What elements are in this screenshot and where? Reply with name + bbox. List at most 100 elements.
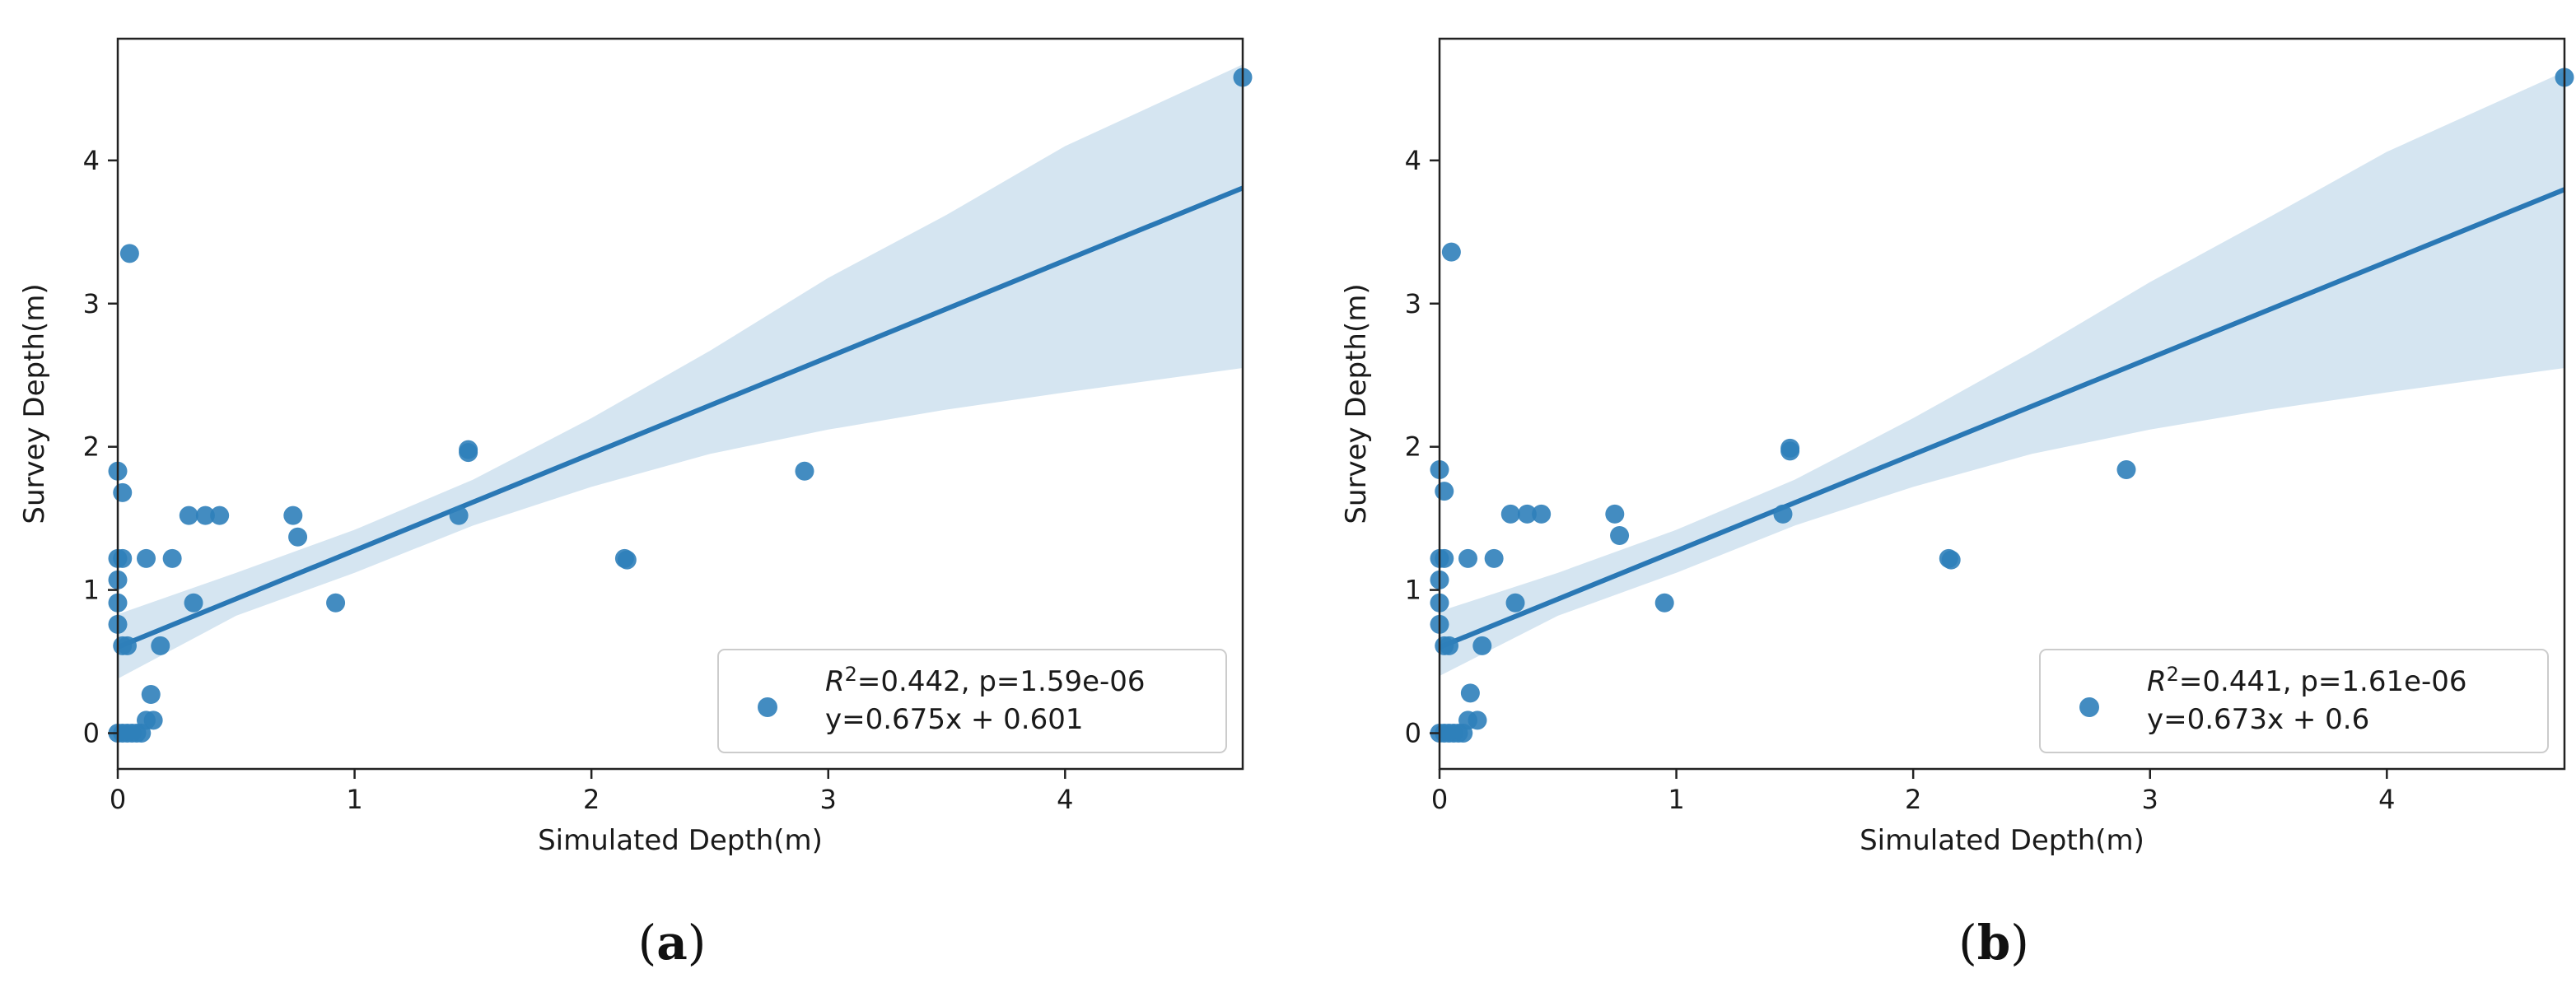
data-point [449,505,469,525]
panel-label-close-paren: ) [688,915,707,971]
legend: R2=0.442, p=1.59e-06 y=0.675x + 0.601 [717,649,1227,753]
data-point [151,636,170,655]
y-axis-label: Survey Depth(m) [18,283,51,524]
x-tick-label: 1 [1668,784,1684,815]
legend-marker [2079,697,2099,717]
data-point [1532,504,1552,524]
y-tick-label: 2 [83,431,100,463]
legend-r2-value: =0.441, p=1.61e-06 [2179,665,2467,698]
data-point [795,461,814,481]
panel-label-close-paren: ) [2010,915,2029,971]
data-point [210,505,230,525]
legend-r2-symbol: R [825,665,845,698]
panel-label-a: (a) [638,915,707,971]
legend-r2-value: =0.442, p=1.59e-06 [857,665,1146,698]
y-tick-label: 2 [1405,431,1421,463]
data-point [143,710,163,730]
x-tick-label: 4 [1057,784,1073,815]
panel-label-b: (b) [1958,915,2029,971]
y-tick-label: 0 [1405,718,1421,749]
y-axis-ticks: 0 1 2 3 4 [83,145,118,749]
plot-frame [116,37,1244,771]
data-point [1458,548,1478,568]
y-tick-label: 0 [83,718,100,749]
x-tick-label: 3 [820,784,837,815]
data-point [1468,710,1487,730]
chart-panel-b: 0 1 2 3 4 0 1 2 3 4 Simulated Depth(m) Survey De… [1340,37,2574,971]
legend-r2-line: R2=0.442, p=1.59e-06 [825,663,1146,698]
x-axis-label: Simulated Depth(m) [538,824,823,857]
data-point [617,550,637,570]
data-point [1773,504,1793,524]
data-point [118,636,138,655]
data-point [137,548,156,568]
data-point [1500,504,1520,524]
data-point [1505,593,1525,613]
y-tick-label: 1 [1405,575,1421,606]
data-point [1435,548,1454,568]
data-point [141,685,161,705]
y-axis-label: Survey Depth(m) [1340,283,1373,524]
y-tick-label: 3 [1405,288,1421,319]
legend-box [2039,649,2549,753]
data-point [195,505,215,525]
panel-label-letter: a [656,915,688,971]
data-point [1460,683,1480,703]
panel-label-open-paren: ( [1958,915,1977,971]
chart-panel-a: 0 1 2 3 4 0 1 2 3 4 Simulated Depth(m) Survey De… [18,37,1253,971]
data-point [283,505,303,525]
data-point [1605,504,1625,524]
x-tick-label: 0 [1431,784,1448,815]
regression-line-group [116,185,1244,650]
data-point [288,527,308,547]
regression-line-group [1438,187,2566,650]
data-point [1472,636,1492,655]
data-point [459,443,478,463]
x-tick-label: 1 [346,784,362,815]
legend-box [717,649,1227,753]
data-point [162,548,182,568]
legend-marker [758,697,777,717]
confidence-band [1440,72,2564,676]
data-point [113,548,133,568]
x-axis-label: Simulated Depth(m) [1860,824,2144,857]
data-point [2116,460,2136,480]
legend: R2=0.441, p=1.61e-06 y=0.673x + 0.6 [2039,649,2549,753]
plot-frame [1438,37,2566,771]
data-point [1941,550,1961,570]
x-axis-ticks: 0 1 2 3 4 [1431,769,2395,815]
legend-equation: y=0.673x + 0.6 [2147,703,2369,736]
legend-r2-line: R2=0.441, p=1.61e-06 [2147,663,2467,698]
data-point [1454,724,1473,743]
confidence-band-area [1440,72,2564,676]
regression-line [116,185,1244,650]
data-point [1435,482,1454,501]
legend-r2-superscript: 2 [845,663,857,686]
legend-r2-superscript: 2 [2167,663,2179,686]
data-point [1610,526,1630,546]
data-point [179,505,198,525]
data-point [1517,504,1537,524]
legend-r2-symbol: R [2147,665,2167,698]
y-axis-ticks: 0 1 2 3 4 [1405,145,1440,749]
data-point [1484,548,1504,568]
legend-equation: y=0.675x + 0.601 [825,703,1084,736]
data-point [1780,441,1800,461]
x-tick-label: 3 [2142,784,2158,815]
data-point [1654,593,1674,613]
confidence-band-area [118,64,1243,679]
panel-label-open-paren: ( [638,915,657,971]
x-axis-ticks: 0 1 2 3 4 [110,769,1073,815]
data-point [184,593,203,613]
data-point [113,482,133,502]
panel-label-letter: b [1977,915,2011,971]
regression-line [1438,187,2566,650]
data-point [326,593,346,613]
confidence-band [118,64,1243,679]
y-tick-label: 3 [83,288,100,319]
data-point [119,244,139,263]
y-tick-label: 4 [1405,145,1421,176]
data-point [1440,636,1459,655]
y-tick-label: 4 [83,145,100,176]
